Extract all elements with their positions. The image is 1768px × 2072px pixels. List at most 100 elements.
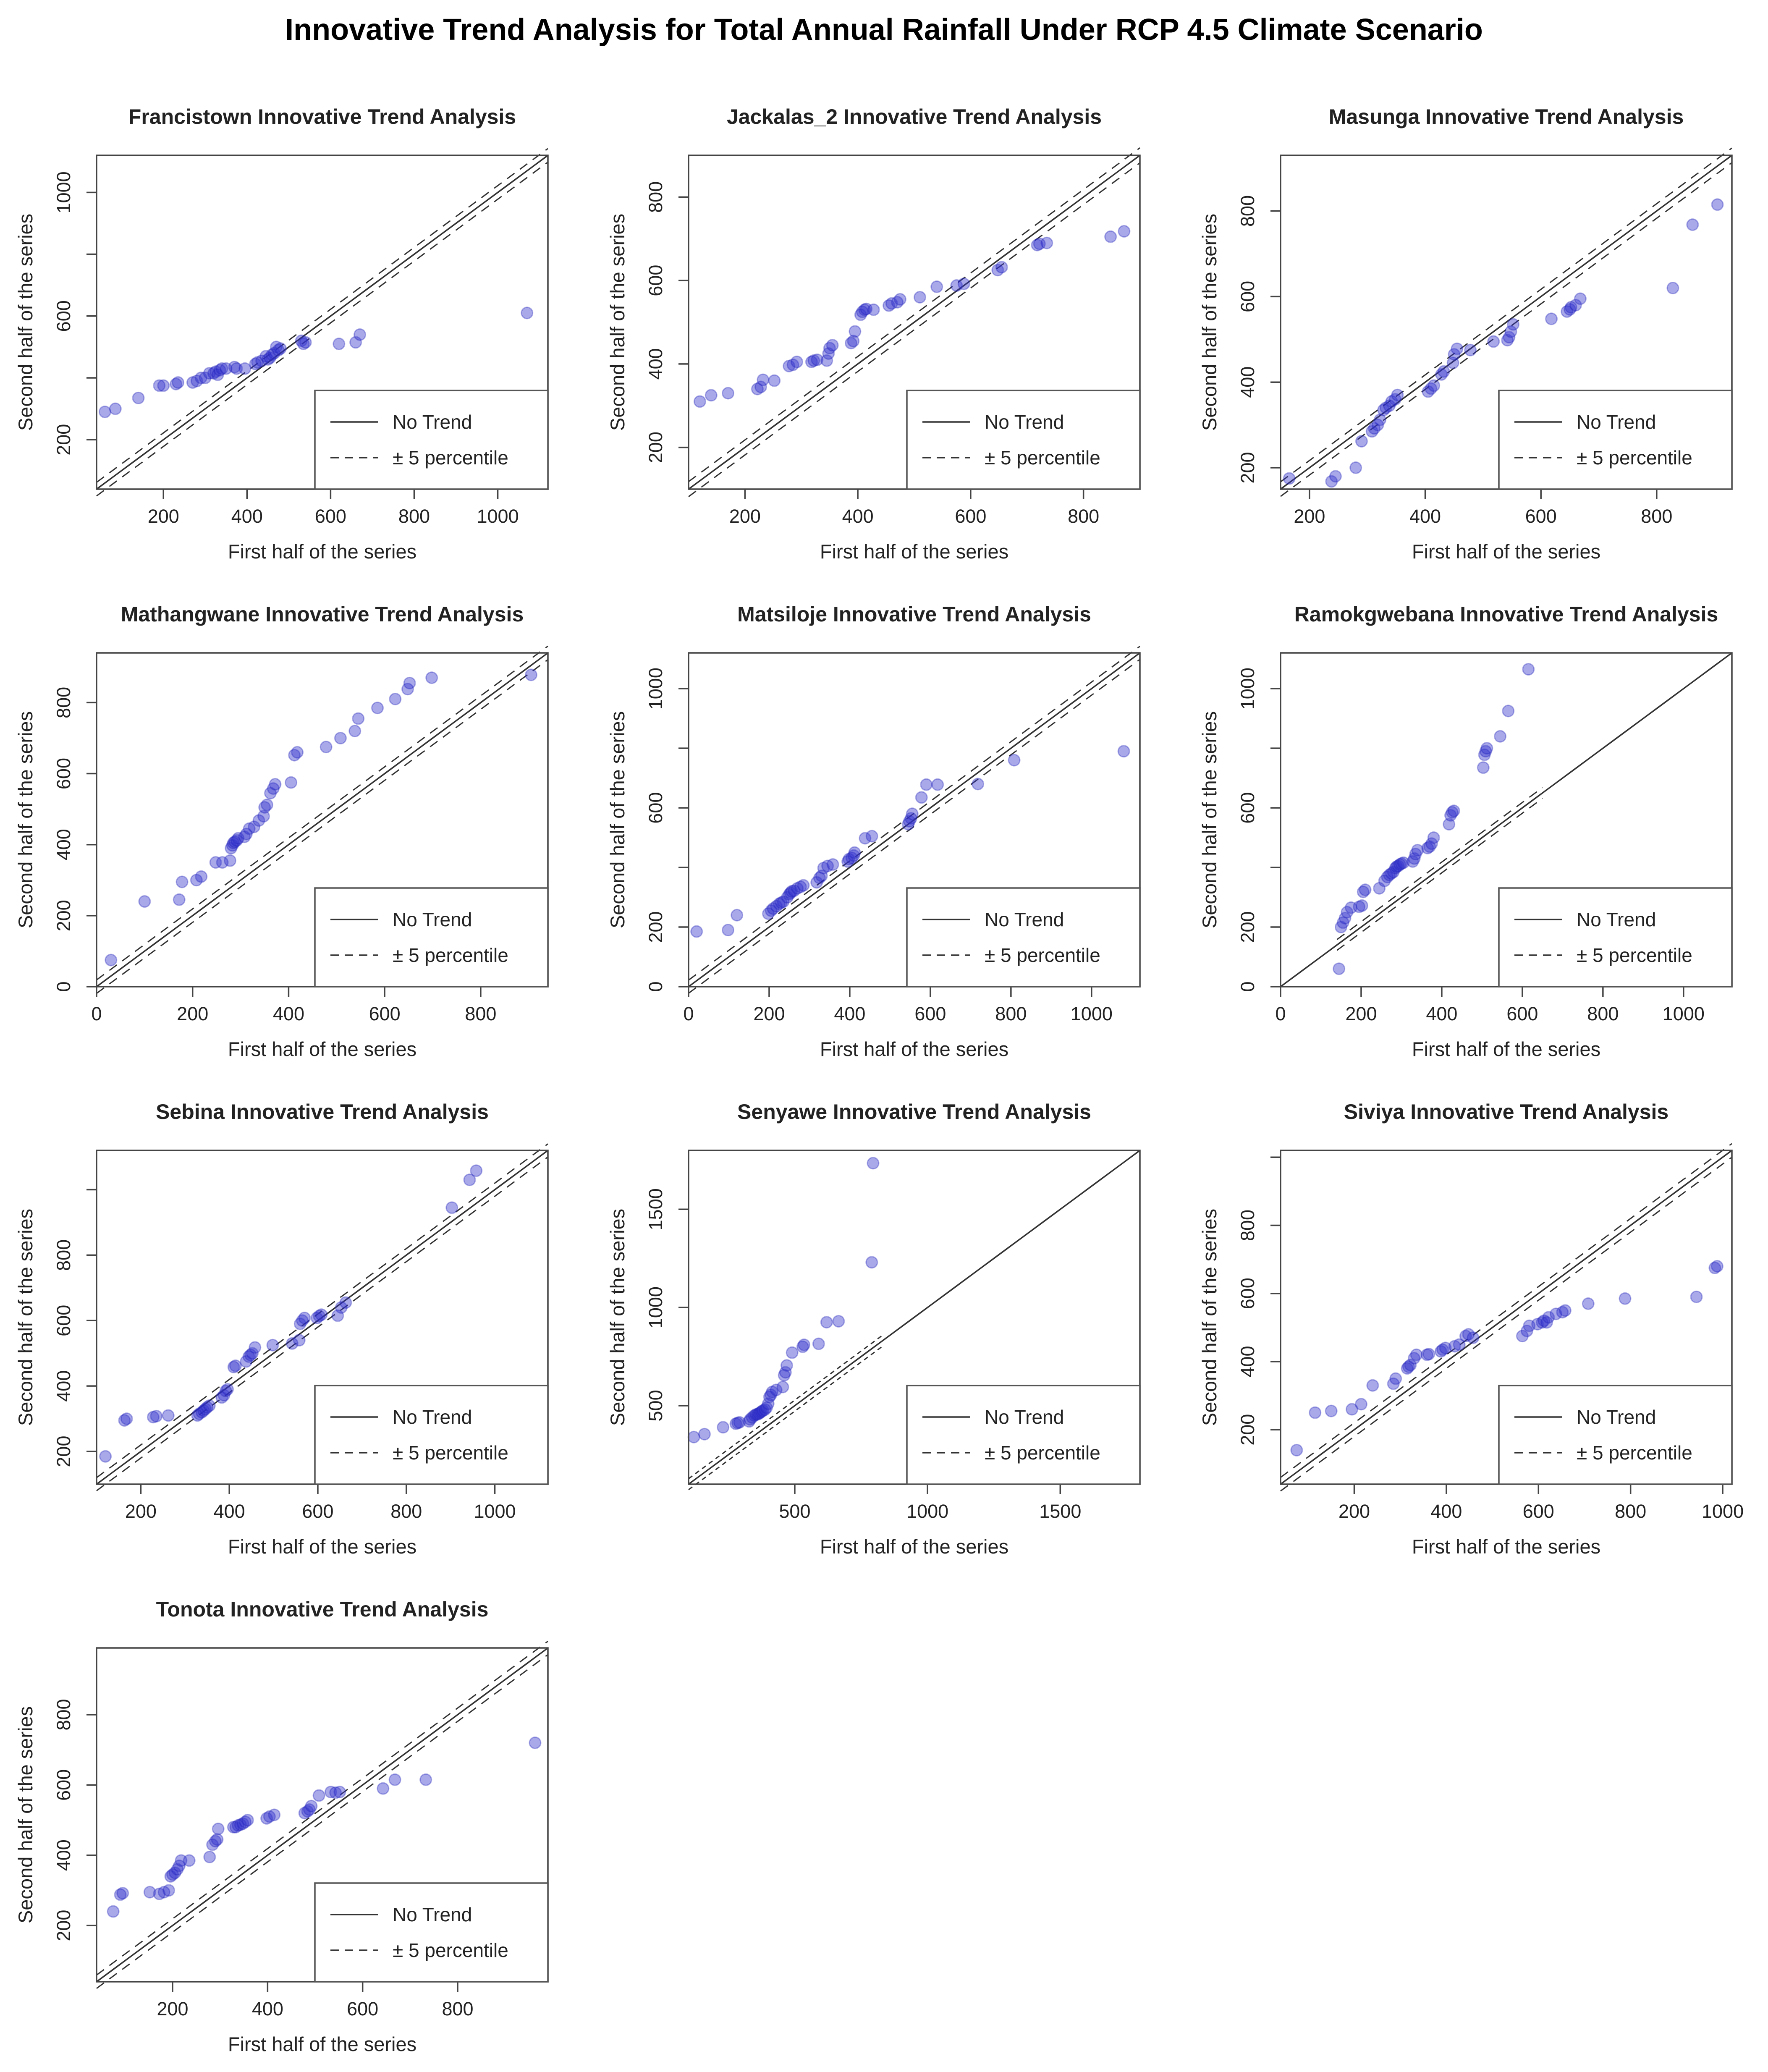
data-point [1391, 388, 1404, 401]
no-trend-line [1280, 155, 1733, 490]
data-point [162, 1409, 175, 1422]
data-point [821, 859, 834, 872]
data-point [333, 1786, 346, 1799]
no-trend-line [1280, 652, 1733, 988]
data-point [162, 1884, 175, 1897]
data-point [811, 353, 824, 366]
svg-text:1000: 1000 [477, 506, 519, 527]
data-point [1401, 1362, 1414, 1375]
data-point [785, 885, 798, 898]
data-point [1104, 230, 1117, 243]
data-point [1354, 1398, 1367, 1411]
data-point [524, 668, 537, 681]
x-axis: 200 400 600 800 [729, 489, 1099, 527]
svg-text:800: 800 [1237, 195, 1258, 227]
y-axis: 200 400 600 800 [645, 181, 689, 463]
data-point [288, 749, 301, 762]
svg-text:200: 200 [53, 1910, 74, 1941]
data-point [762, 907, 775, 920]
data-point [521, 306, 534, 320]
y-axis-label: Second half of the series [606, 1209, 629, 1426]
y-axis-label: Second half of the series [1198, 711, 1221, 928]
data-point [170, 377, 183, 390]
data-point [763, 1390, 776, 1403]
x-axis-label: First half of the series [1412, 540, 1600, 563]
data-point [157, 1886, 170, 1899]
data-point [425, 671, 438, 684]
panel-siviya: Siviya Innovative Trend Analysis 200 400 60… [1190, 1079, 1768, 1574]
svg-text:200: 200 [1237, 911, 1258, 943]
data-point [259, 350, 272, 363]
svg-text:800: 800 [1641, 506, 1672, 527]
data-point [213, 364, 226, 377]
data-point [813, 871, 826, 884]
chart-mathangwane: Mathangwane Innovative Trend Analysis 0 20… [14, 602, 549, 1060]
panel-matsiloje: Matsiloje Innovative Trend Analysis 0 200 4… [598, 582, 1182, 1077]
data-point [1549, 1307, 1562, 1320]
data-point [354, 328, 367, 341]
data-point [1464, 343, 1477, 356]
percentile-band [1280, 147, 1732, 497]
svg-text:400: 400 [1409, 506, 1441, 527]
page-title: Innovative Trend Analysis for Total Annu… [285, 13, 1483, 47]
x-axis-label: First half of the series [228, 1038, 416, 1060]
data-points [98, 306, 534, 418]
data-point [820, 1316, 833, 1329]
data-point [777, 895, 790, 908]
legend: No Trend ± 5 percentile [314, 1882, 549, 1983]
data-points [1333, 663, 1535, 975]
svg-text:1000: 1000 [1237, 668, 1258, 710]
data-point [175, 875, 189, 888]
data-point [389, 692, 402, 705]
data-point [1393, 858, 1407, 871]
data-point [244, 1349, 257, 1362]
data-point [743, 1415, 756, 1428]
data-point [463, 1174, 476, 1187]
data-point [333, 338, 346, 351]
y-axis-label: Second half of the series [14, 711, 37, 928]
data-point [751, 382, 764, 396]
data-point [331, 1309, 344, 1322]
data-point [778, 1369, 791, 1382]
data-point [352, 712, 365, 725]
data-point [1425, 837, 1438, 850]
panel-title: Jackalas_2 Innovative Trend Analysis [727, 105, 1102, 128]
svg-text:800: 800 [1068, 506, 1099, 527]
data-point [1325, 1404, 1338, 1417]
svg-text:200: 200 [1237, 1414, 1258, 1446]
data-point [1444, 809, 1457, 822]
svg-text:1000: 1000 [1663, 1003, 1705, 1024]
svg-text:600: 600 [347, 1998, 378, 2020]
svg-text:600: 600 [53, 300, 74, 332]
data-point [1388, 393, 1401, 406]
data-point [1346, 1403, 1359, 1416]
data-point [770, 900, 783, 913]
data-point [845, 851, 858, 864]
data-point [1446, 356, 1459, 369]
data-point [781, 891, 794, 904]
data-point [1409, 848, 1422, 861]
data-point [403, 676, 416, 689]
x-axis: 0 200 400 600 800 1000 [683, 987, 1113, 1024]
data-point [1033, 237, 1046, 250]
data-point [310, 1312, 323, 1325]
data-point [786, 1346, 799, 1359]
legend-no-trend-label: No Trend [393, 411, 472, 433]
data-point [114, 1888, 127, 1901]
svg-text:400: 400 [252, 1998, 283, 2020]
legend-percentile-label: ± 5 percentile [985, 944, 1100, 966]
legend-percentile-label: ± 5 percentile [393, 1442, 508, 1464]
data-point [291, 746, 304, 759]
data-point [1434, 1345, 1447, 1358]
legend: No Trend ± 5 percentile [906, 887, 1141, 988]
svg-text:800: 800 [390, 1501, 422, 1522]
data-point [849, 325, 862, 338]
y-axis: 200 400 600 800 [53, 1699, 97, 1941]
data-point [419, 1773, 432, 1786]
data-point [1395, 857, 1408, 870]
data-point [717, 1421, 730, 1434]
data-point [109, 402, 122, 415]
data-point [1443, 818, 1456, 831]
data-point [867, 1157, 880, 1170]
data-point [1423, 840, 1436, 853]
